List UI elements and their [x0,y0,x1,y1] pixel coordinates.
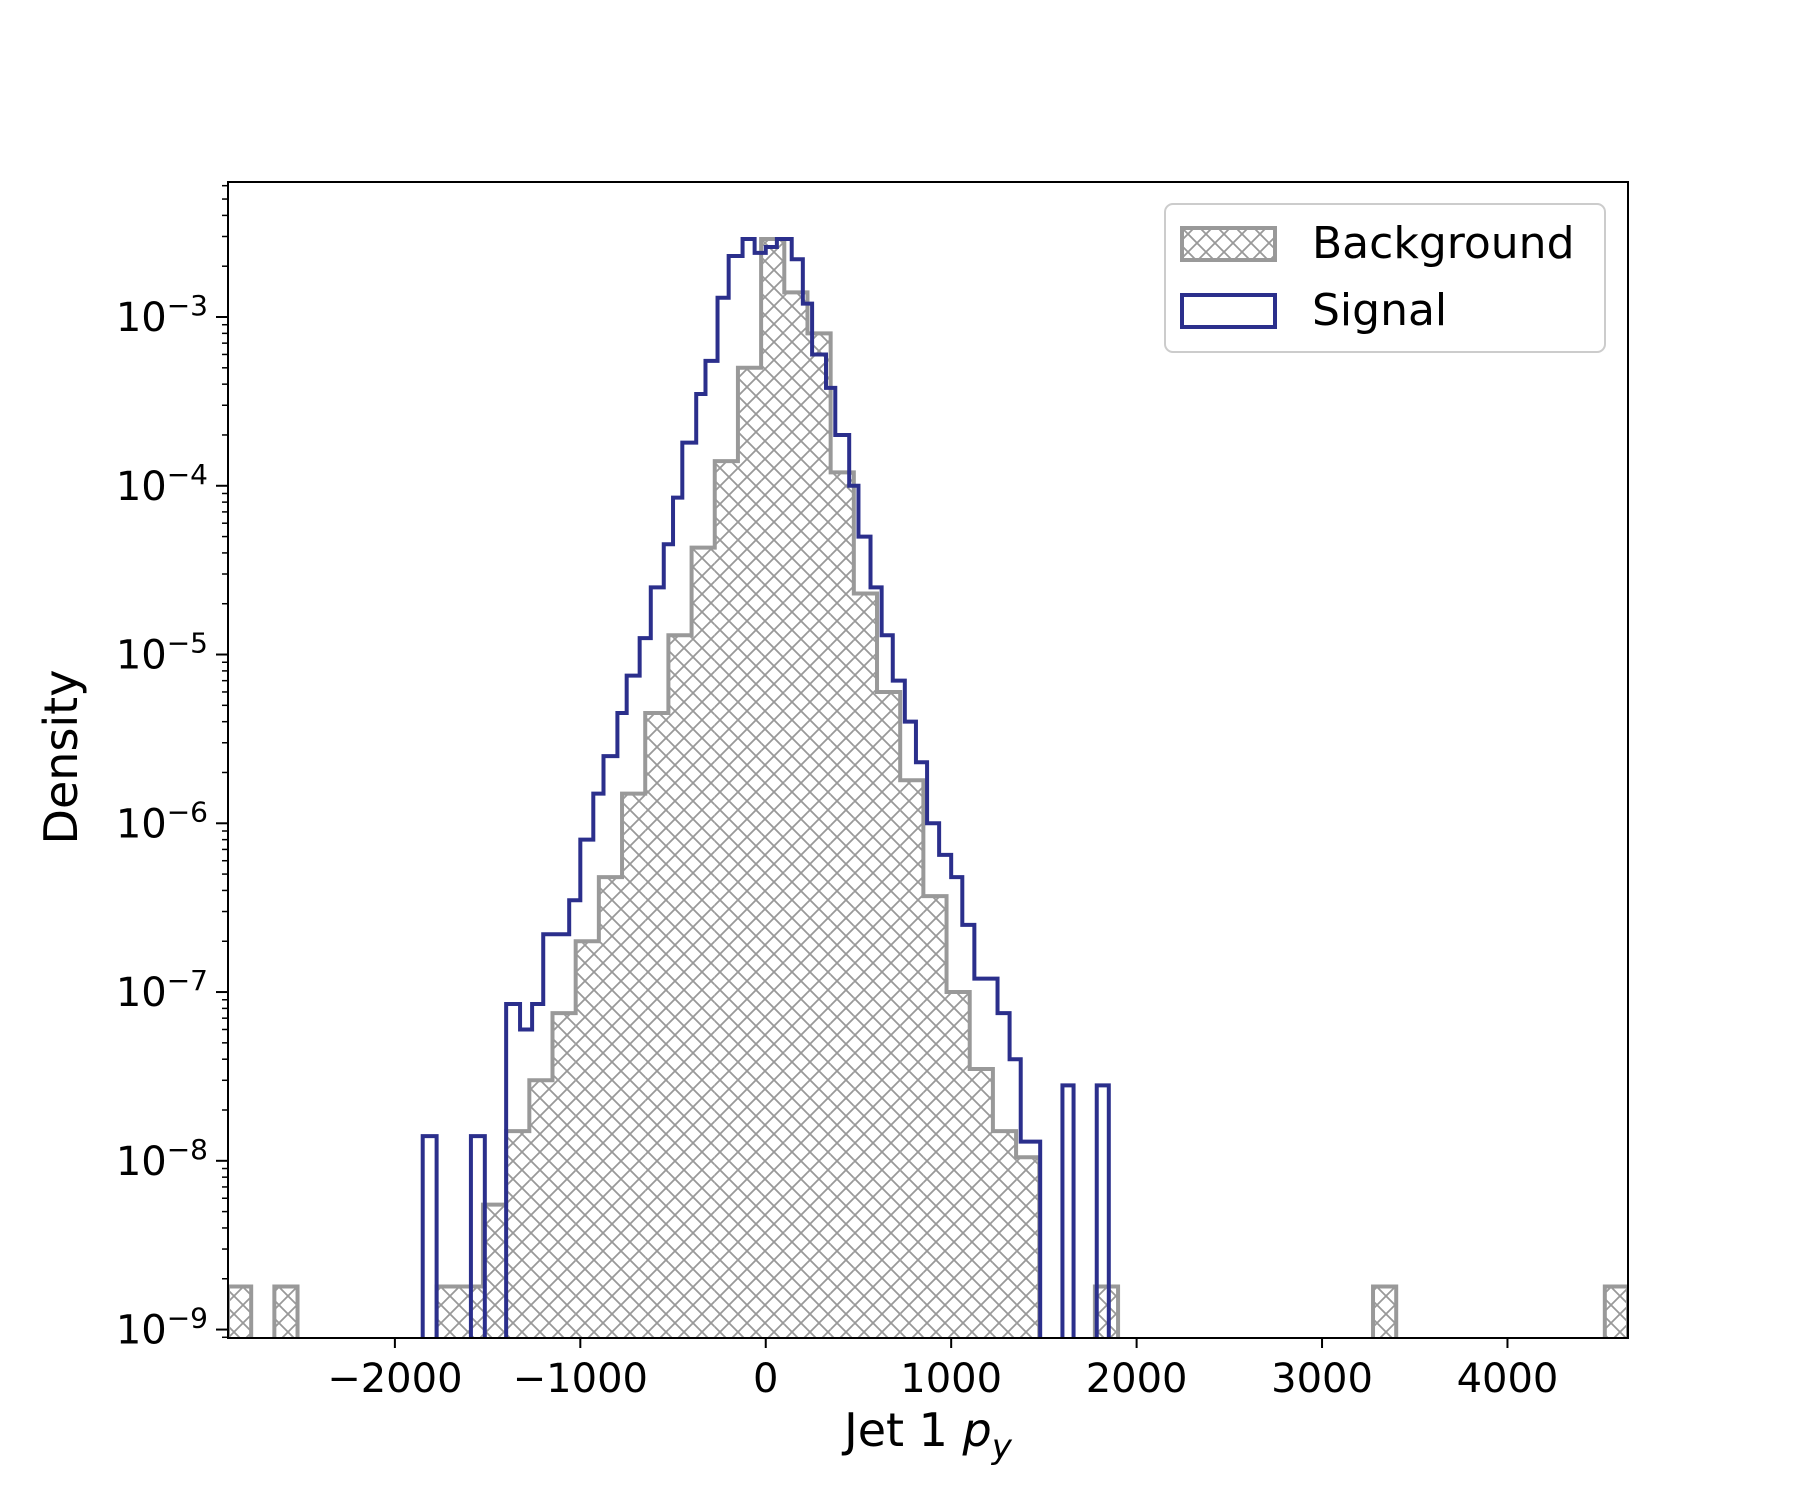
background-bar [1604,1286,1628,1338]
background-series [228,236,1628,1338]
background-bar [691,547,715,1338]
x-tick-label: 4000 [1457,1356,1559,1402]
background-bar [274,1286,298,1338]
background-bar [1373,1286,1397,1338]
x-axis-label: Jet 1 py [841,1403,1013,1467]
y-tick-label: 10−9 [116,1302,208,1354]
background-bar [228,1286,252,1338]
background-bar [900,780,924,1338]
y-tick-label: 10−3 [116,289,208,341]
x-tick-label: 3000 [1271,1356,1373,1402]
plot-frame [227,181,1629,1339]
background-bar [506,1131,530,1338]
background-bar [830,472,854,1338]
background-bar [761,238,785,1338]
background-bar [598,877,623,1338]
background-bar [784,292,808,1338]
background-bar [923,896,947,1338]
background-bar [575,941,599,1338]
y-tick-label: 10−5 [116,627,208,679]
y-axis-label: Density [34,670,88,845]
signal-series-line [420,236,1111,1338]
x-tick-label: −1000 [513,1356,648,1402]
plot-area [228,236,1628,1338]
background-bar [552,1013,576,1338]
background-bar [1094,1286,1119,1338]
background-bar [853,593,878,1338]
background-bar [645,713,669,1338]
x-axis: −2000 −1000 0 1000 2000 3000 4000 [327,1338,1558,1402]
background-bar [1016,1157,1040,1338]
legend-swatch-signal [1180,293,1277,329]
y-tick-label: 10−7 [116,964,208,1016]
x-tick-label: 1000 [900,1356,1002,1402]
y-tick-label: 10−6 [116,795,208,847]
legend-label-background: Background [1312,218,1575,269]
background-series-outline [228,236,1628,1338]
legend-swatch-background [1180,226,1277,262]
y-tick-label: 10−4 [116,458,208,510]
y-tick-label: 10−8 [116,1133,208,1185]
y-axis: 10−9 10−8 10−7 10−6 10−5 10−4 10−3 [116,184,228,1354]
x-tick-label: 0 [753,1356,778,1402]
x-tick-label: 2000 [1086,1356,1188,1402]
background-bar [946,992,970,1338]
background-bar [714,461,738,1338]
x-tick-label: −2000 [327,1356,462,1402]
background-bar [529,1080,553,1338]
background-bar [969,1068,993,1338]
background-bar [992,1131,1017,1338]
legend: Background Signal [1164,203,1606,353]
background-bar [668,635,692,1338]
background-bar [482,1204,507,1338]
background-bar [622,793,646,1338]
legend-label-signal: Signal [1312,285,1447,336]
background-bar [436,1286,483,1338]
background-bar [807,333,831,1338]
background-bar [877,691,901,1338]
background-bar [737,367,762,1338]
